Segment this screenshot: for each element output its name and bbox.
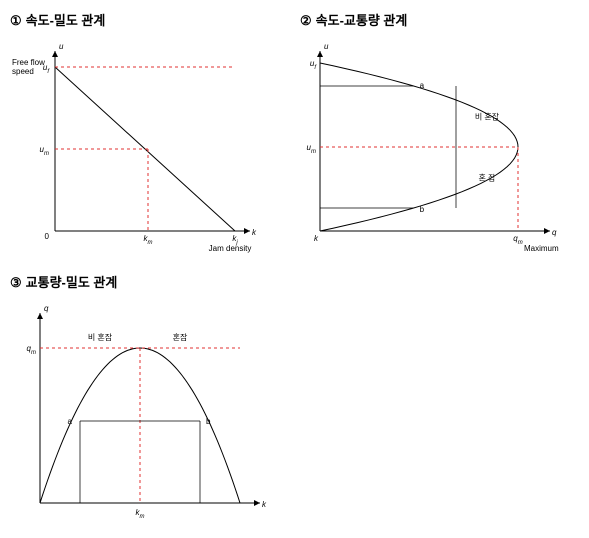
svg-text:a: a: [68, 417, 73, 426]
panel1-num: ①: [10, 13, 22, 29]
panel-speed-density: ①속도-밀도 관계 ufum0kmkjkuJam densityFree flo…: [10, 10, 294, 256]
svg-text:km: km: [144, 234, 153, 246]
svg-text:비 혼잡: 비 혼잡: [475, 112, 500, 122]
panel3-chart: qm km k q a b 비 혼잡 혼잡: [10, 293, 294, 528]
svg-text:km: km: [136, 508, 145, 520]
panel2-title: ② 속도-교통량 관계: [300, 10, 584, 29]
svg-text:q: q: [552, 228, 557, 237]
panel2-chart: uf um k qm q u Maximum a b 비 혼잡혼 잡: [300, 31, 584, 256]
panel1-title-text: 속도-밀도 관계: [26, 13, 106, 28]
svg-text:a: a: [420, 81, 425, 90]
svg-text:k: k: [314, 234, 319, 243]
panel2-num: ②: [300, 13, 312, 29]
panel3-num: ③: [10, 275, 22, 291]
svg-text:u: u: [324, 42, 329, 51]
svg-text:b: b: [206, 417, 211, 426]
svg-text:um: um: [307, 143, 316, 155]
svg-text:k: k: [262, 500, 267, 509]
svg-text:Free flow: Free flow: [12, 58, 45, 67]
svg-text:u: u: [59, 42, 64, 51]
svg-text:uf: uf: [310, 59, 317, 71]
svg-text:um: um: [40, 145, 49, 157]
svg-text:qm: qm: [27, 344, 36, 356]
svg-text:혼잡: 혼잡: [173, 332, 188, 342]
panel1-chart: ufum0kmkjkuJam densityFree flowspeed: [10, 31, 294, 256]
svg-text:Maximum: Maximum: [524, 244, 559, 253]
svg-text:q: q: [44, 304, 49, 313]
svg-text:b: b: [420, 205, 425, 214]
panel-speed-flow: ② 속도-교통량 관계 uf um k qm q u Maximum a b 비 혼잡혼 잡: [300, 10, 584, 256]
svg-text:k: k: [252, 228, 257, 237]
svg-text:혼 잡: 혼 잡: [479, 173, 497, 183]
panel-flow-density: ③ 교통량-밀도 관계 qm km k q a b 비 혼잡 혼잡: [10, 272, 294, 528]
svg-text:speed: speed: [12, 67, 34, 76]
panel1-title: ① 속도-밀도 관계: [10, 10, 294, 29]
svg-text:비 혼잡: 비 혼잡: [88, 332, 113, 342]
panel3-title-text: 교통량-밀도 관계: [26, 275, 118, 290]
svg-text:qm: qm: [513, 234, 522, 246]
svg-text:0: 0: [45, 232, 50, 241]
panel2-title-text: 속도-교통량 관계: [316, 13, 408, 28]
svg-text:Jam density: Jam density: [209, 244, 252, 253]
panel3-title: ③ 교통량-밀도 관계: [10, 272, 294, 291]
